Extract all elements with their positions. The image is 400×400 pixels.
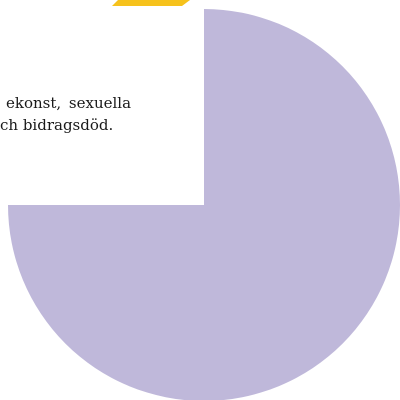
lavender-pie-shape bbox=[8, 9, 400, 400]
excerpt-line-1: ekonst, sexuella bbox=[6, 94, 132, 112]
excerpt-line-2: ch bidragsdöd. bbox=[0, 116, 114, 134]
article-excerpt: ekonst, sexuella ch bidragsdöd. bbox=[0, 92, 202, 136]
yellow-banner-shape bbox=[112, 0, 190, 6]
